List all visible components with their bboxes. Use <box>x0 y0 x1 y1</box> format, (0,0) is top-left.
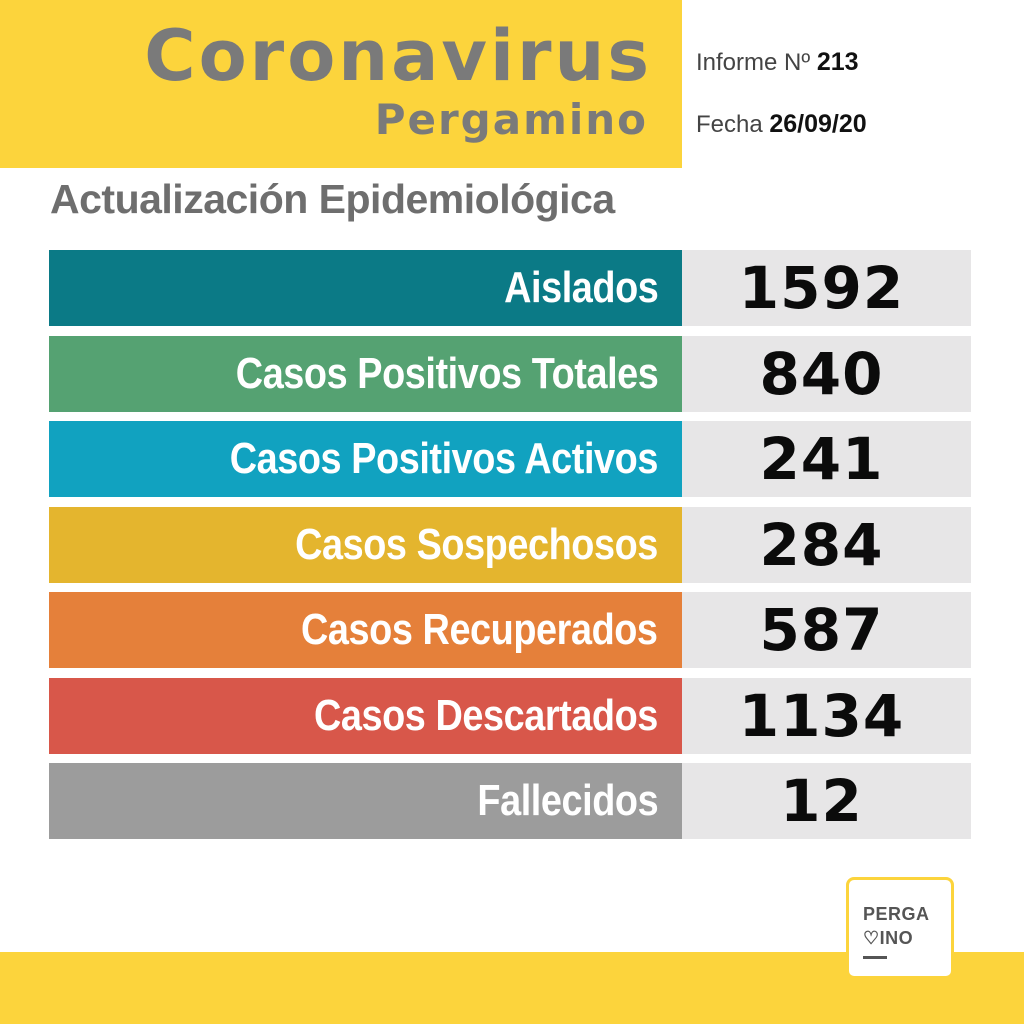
stat-label: Casos Sospechosos <box>295 519 658 569</box>
stat-label-cell: Fallecidos <box>49 763 682 839</box>
stat-label-cell: Casos Descartados <box>49 677 682 754</box>
stat-row-descartados: Casos Descartados 1134 <box>49 677 971 754</box>
stat-label: Fallecidos <box>477 776 658 825</box>
statistics-table: Aislados 1592 Casos Positivos Totales 84… <box>49 250 971 849</box>
stat-value: 1134 <box>682 677 971 754</box>
section-title: Actualización Epidemiológica <box>50 176 615 222</box>
stat-value: 284 <box>682 506 971 583</box>
stat-label: Casos Descartados <box>314 690 658 740</box>
page-subtitle: Pergamino <box>374 95 648 144</box>
logo-text-top: PERGA <box>863 904 930 924</box>
header-banner <box>0 0 682 168</box>
logo-underline <box>863 956 887 959</box>
stat-label: Casos Recuperados <box>301 605 658 654</box>
logo-text-bottom: ♡INO <box>863 928 914 948</box>
stat-value: 840 <box>682 335 971 412</box>
stat-label-cell: Casos Sospechosos <box>49 506 682 583</box>
date-label: Fecha <box>696 111 763 138</box>
stat-row-fallecidos: Fallecidos 12 <box>49 763 971 839</box>
stat-row-positivos-activos: Casos Positivos Activos 241 <box>49 421 971 497</box>
stat-label-cell: Casos Positivos Activos <box>49 421 682 497</box>
date-info: Fecha 26/09/20 <box>696 110 867 139</box>
stat-value: 587 <box>682 592 971 668</box>
stat-row-sospechosos: Casos Sospechosos 284 <box>49 506 971 583</box>
page-title: Coronavirus <box>144 15 652 97</box>
stat-label-cell: Casos Positivos Totales <box>49 335 682 412</box>
stat-label: Casos Positivos Totales <box>235 348 658 398</box>
report-label: Informe Nº <box>696 49 811 76</box>
pergamino-logo: PERGA ♡INO <box>846 877 954 979</box>
stat-label: Casos Positivos Activos <box>229 434 659 483</box>
stat-row-positivos-totales: Casos Positivos Totales 840 <box>49 335 971 412</box>
stat-row-aislados: Aislados 1592 <box>49 250 971 326</box>
stat-value: 241 <box>682 421 971 497</box>
report-number: 213 <box>816 48 859 76</box>
date-value: 26/09/20 <box>769 110 867 138</box>
stat-label: Aislados <box>503 263 659 312</box>
stat-row-recuperados: Casos Recuperados 587 <box>49 592 971 668</box>
stat-value: 12 <box>682 763 971 839</box>
report-info: Informe Nº 213 <box>696 48 859 77</box>
stat-value: 1592 <box>682 250 971 326</box>
stat-label-cell: Aislados <box>49 250 682 326</box>
stat-label-cell: Casos Recuperados <box>49 592 682 668</box>
